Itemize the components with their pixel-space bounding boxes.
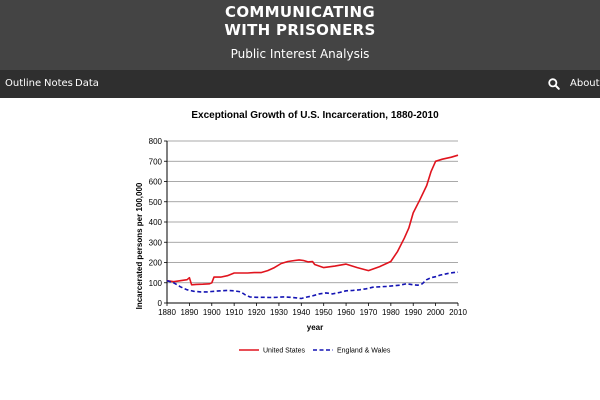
- x-axis-label: year: [307, 323, 323, 332]
- x-tick-label-1880: 1880: [158, 308, 176, 317]
- site-title[interactable]: COMMUNICATING WITH PRISONERS: [0, 3, 600, 39]
- y-tick-label-800: 800: [149, 137, 163, 146]
- x-tick-label-1960: 1960: [337, 308, 355, 317]
- nav-link-outline[interactable]: Outline: [5, 78, 42, 89]
- chart-y-ticks: 0 100 200 300 400 500 600 700 800: [149, 137, 167, 308]
- site-header: COMMUNICATING WITH PRISONERS Public Inte…: [0, 0, 600, 70]
- y-tick-label-400: 400: [149, 218, 163, 227]
- nav-bar: Outline Notes Data About: [0, 70, 600, 98]
- series-line-england-wales: [166, 271, 459, 300]
- search-icon-glyph: [548, 78, 560, 90]
- site-subtitle: Public Interest Analysis: [230, 47, 370, 61]
- chart-x-ticks: 1880 1890 1900 1910 1920 1930 1940 1950 1960 1970…: [158, 303, 467, 317]
- incarceration-chart: Exceptional Growth of U.S. Incarceration…: [135, 110, 467, 355]
- y-axis-label: Incarcerated persons per 100,000: [135, 182, 144, 309]
- x-tick-label-1990: 1990: [404, 308, 422, 317]
- y-tick-label-500: 500: [149, 198, 163, 207]
- legend-label-united-states: United States: [263, 348, 306, 355]
- nav-link-data[interactable]: Data: [75, 78, 99, 89]
- y-tick-label-600: 600: [149, 178, 163, 187]
- x-tick-label-1900: 1900: [203, 308, 221, 317]
- x-tick-label-1930: 1930: [270, 308, 288, 317]
- site-title-line-2: WITH PRISONERS: [224, 21, 376, 39]
- legend-label-england-wales: England & Wales: [337, 348, 391, 355]
- x-tick-label-1940: 1940: [292, 308, 310, 317]
- x-tick-label-1980: 1980: [382, 308, 400, 317]
- y-tick-label-300: 300: [149, 238, 163, 247]
- chart-series: [166, 154, 459, 300]
- y-tick-label-700: 700: [149, 157, 163, 166]
- x-tick-label-2010: 2010: [449, 308, 467, 317]
- site-title-line-1: COMMUNICATING: [225, 3, 375, 21]
- x-tick-label-1920: 1920: [248, 308, 266, 317]
- chart-legend: United States England & Wales: [239, 348, 391, 355]
- series-line-united-states: [166, 154, 459, 286]
- chart-title: Exceptional Growth of U.S. Incarceration…: [191, 110, 439, 121]
- nav-link-notes[interactable]: Notes: [44, 78, 73, 89]
- y-tick-label-100: 100: [149, 279, 163, 288]
- chart-gridlines: [167, 140, 458, 284]
- search-icon[interactable]: [547, 77, 561, 91]
- y-tick-label-0: 0: [158, 299, 163, 308]
- x-tick-label-1970: 1970: [360, 308, 378, 317]
- x-tick-label-1950: 1950: [315, 308, 333, 317]
- x-tick-label-1890: 1890: [180, 308, 198, 317]
- x-tick-label-1910: 1910: [225, 308, 243, 317]
- x-tick-label-2000: 2000: [427, 308, 445, 317]
- nav-link-about[interactable]: About: [570, 78, 600, 89]
- y-tick-label-200: 200: [149, 259, 163, 268]
- chart-container: Exceptional Growth of U.S. Incarceration…: [0, 98, 600, 400]
